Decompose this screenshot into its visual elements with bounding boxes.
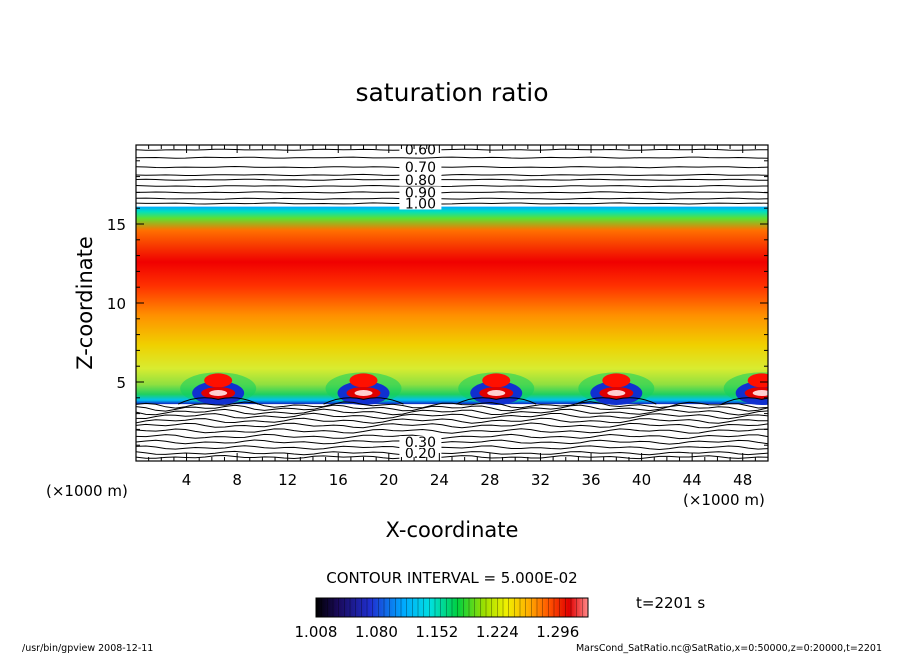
colorbar-ticks: 1.008 1.080 1.152 1.224 1.296 [295, 623, 580, 641]
plume-3 [576, 372, 657, 406]
y-tick-label: 5 [116, 374, 126, 392]
upper-contour-label-3: 0.90 [405, 185, 436, 201]
x-tick-label: 32 [531, 471, 550, 489]
contour-lines: 0.600.700.800.901.00 0.200.30 [136, 143, 768, 462]
x-unit-left: (×1000 m) [46, 482, 128, 500]
upper-contour-2 [136, 165, 768, 169]
lower-contour-5 [136, 428, 768, 434]
x-tick-label: 36 [581, 471, 600, 489]
y-axis: 5 10 15 [107, 144, 768, 462]
colorbar-tick-label: 1.224 [476, 623, 519, 641]
lower-contour-label-0: 0.20 [405, 446, 436, 462]
y-tick-label: 15 [107, 216, 126, 234]
x-tick-label: 44 [683, 471, 702, 489]
lower-contour-label-1: 0.30 [405, 435, 436, 451]
colorbar-frame [315, 597, 589, 618]
lower-contour-0 [136, 454, 768, 460]
lower-contour-11 [136, 401, 768, 409]
upper-contour-6 [136, 191, 768, 194]
plot-area: 0.600.700.800.901.00 0.200.30 [136, 143, 768, 462]
x-tick-label: 24 [430, 471, 449, 489]
lower-contour-8 [136, 412, 768, 420]
x-tick-label: 48 [733, 471, 752, 489]
colorbar-tick-label: 1.152 [415, 623, 458, 641]
upper-contour-label-2: 0.80 [405, 173, 436, 189]
colorbar-tick-label: 1.296 [536, 623, 579, 641]
contour-interval-label: CONTOUR INTERVAL = 5.000E-02 [326, 569, 577, 587]
footer-left: /usr/bin/gpview 2008-12-11 [22, 643, 153, 654]
colorbar: 1.008 1.080 1.152 1.224 1.296 [295, 597, 589, 641]
x-axis: 4 8 12 16 20 24 28 32 36 40 44 48 [135, 145, 769, 489]
x-tick-label: 40 [632, 471, 651, 489]
colorbar-tick-label: 1.008 [295, 623, 338, 641]
lower-contour-1 [136, 450, 768, 456]
lower-contour-4 [136, 433, 768, 440]
x-tick-label: 28 [480, 471, 499, 489]
x-tick-label: 16 [329, 471, 348, 489]
lower-contour-3 [136, 439, 768, 445]
lower-contour-2 [136, 445, 768, 451]
chart-title: saturation ratio [355, 78, 548, 107]
colorbar-stripes [321, 598, 583, 617]
upper-contour-3 [136, 173, 768, 177]
plume-4 [721, 372, 768, 406]
time-label: t=2201 s [636, 594, 705, 612]
x-tick-label: 20 [379, 471, 398, 489]
upper-contour-8 [136, 202, 768, 205]
upper-contour-4 [136, 178, 768, 181]
upper-contour-label-0: 0.60 [405, 143, 436, 159]
plume-0 [177, 372, 259, 406]
upper-contour-5 [136, 184, 768, 188]
lower-contour-7 [136, 417, 768, 424]
upper-contour-label-4: 1.00 [405, 196, 436, 212]
x-tick-label: 4 [182, 471, 192, 489]
y-axis-label: Z-coordinate [73, 236, 97, 370]
lower-contour-6 [136, 422, 768, 429]
upper-contour-1 [136, 156, 768, 159]
upper-contour-7 [136, 197, 768, 200]
footer-right: MarsCond_SatRatio.nc@SatRatio,x=0:50000,… [576, 643, 882, 654]
upper-contour-label-1: 0.70 [405, 160, 436, 176]
upper-contour-0 [136, 148, 768, 151]
colorbar-tick-label: 1.080 [355, 623, 398, 641]
plume-1 [323, 372, 404, 406]
x-tick-label: 12 [278, 471, 297, 489]
x-tick-label: 8 [232, 471, 242, 489]
lower-contour-9 [136, 408, 768, 416]
plume-2 [456, 372, 537, 406]
lower-contour-10 [136, 404, 768, 412]
x-unit-right: (×1000 m) [683, 491, 765, 509]
y-tick-label: 10 [107, 295, 126, 313]
saturated-layer [136, 206, 768, 405]
x-axis-label: X-coordinate [386, 518, 519, 542]
plumes-group [177, 372, 768, 406]
